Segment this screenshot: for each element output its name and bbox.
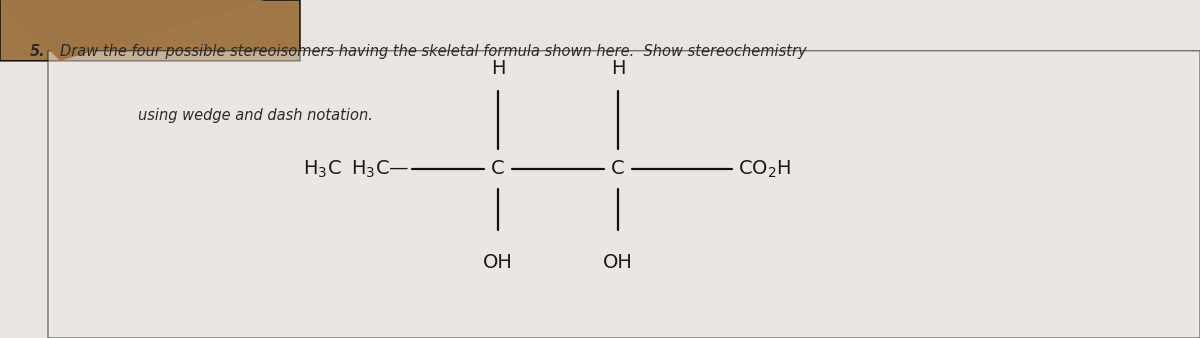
- Text: Draw the four possible stereoisomers having the skeletal formula shown here.  Sh: Draw the four possible stereoisomers hav…: [60, 44, 806, 59]
- Text: H: H: [491, 59, 505, 78]
- Text: OH: OH: [604, 254, 632, 272]
- FancyBboxPatch shape: [0, 0, 300, 61]
- Text: using wedge and dash notation.: using wedge and dash notation.: [138, 108, 373, 123]
- Text: C: C: [611, 160, 625, 178]
- Text: $\mathregular{H_3C}$: $\mathregular{H_3C}$: [304, 158, 342, 180]
- Text: C: C: [491, 160, 505, 178]
- Text: $\mathregular{H_3C}$—: $\mathregular{H_3C}$—: [350, 158, 409, 180]
- PathPatch shape: [0, 0, 264, 61]
- Text: OH: OH: [484, 254, 512, 272]
- Text: H: H: [611, 59, 625, 78]
- FancyBboxPatch shape: [48, 51, 1200, 338]
- Text: $\mathregular{CO_2H}$: $\mathregular{CO_2H}$: [738, 158, 791, 180]
- Text: 5.: 5.: [30, 44, 46, 59]
